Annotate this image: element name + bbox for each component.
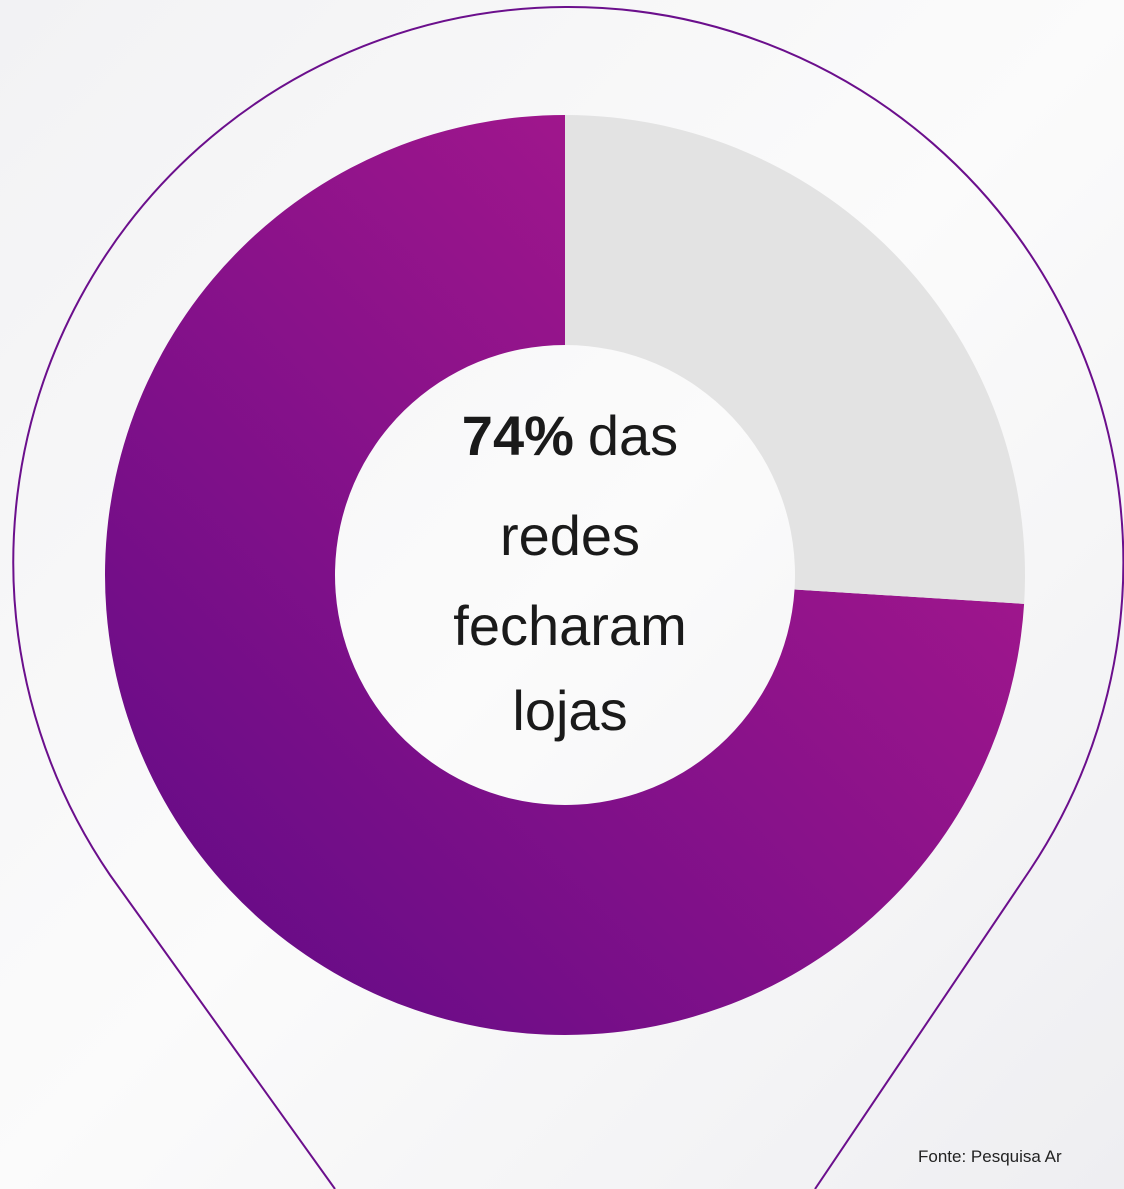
center-line: 74% das [462, 404, 678, 467]
value-label: 74% [462, 404, 574, 467]
source: Fonte: Pesquisa Ar [918, 1147, 1062, 1166]
center-text: fecharam [453, 594, 686, 657]
donut-segment [104, 115, 1025, 1036]
pin-outline [12, 6, 1124, 1189]
center-text: das [588, 404, 678, 467]
center-text: redes [500, 504, 640, 567]
donut-segment [565, 115, 1025, 604]
center-text: lojas [512, 679, 627, 742]
